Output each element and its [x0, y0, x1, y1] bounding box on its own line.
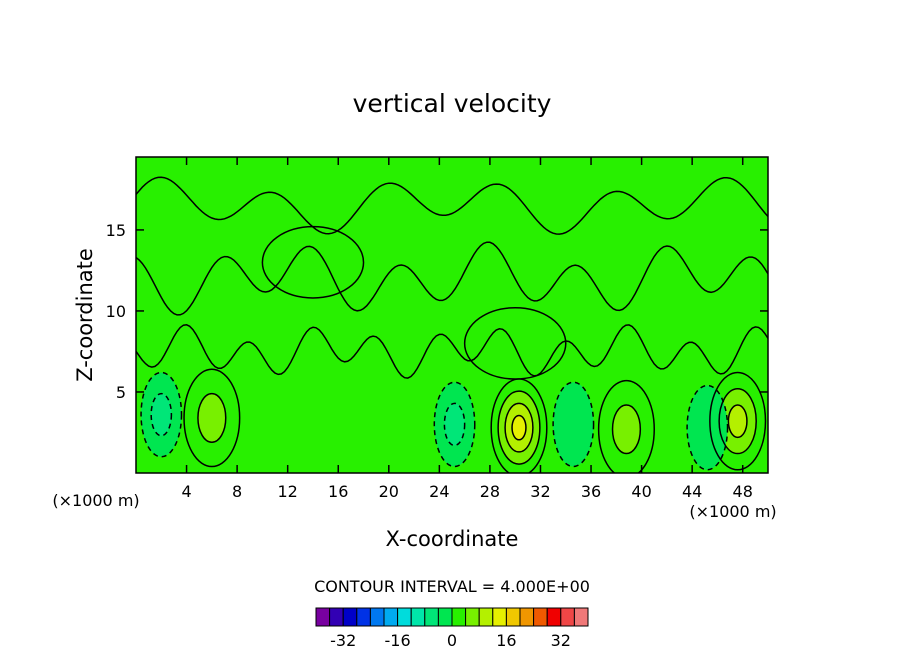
- colorbar-swatch-10: [451, 607, 467, 627]
- contour-line-4-2: [727, 404, 748, 439]
- contour-line-1-1: [197, 392, 227, 443]
- x-tick-label-8: 36: [581, 482, 601, 501]
- contour-fill-4-2: [728, 404, 747, 438]
- contour-zero-line-2: [136, 324, 768, 379]
- colorbar: [315, 607, 589, 627]
- contour-line-6-1: [443, 402, 466, 447]
- chart-title: vertical velocity: [353, 89, 552, 118]
- x-axis: 4 8 12 16 20 24 28 32 36 40 44 48: [181, 157, 753, 501]
- contour-line-6-0: [433, 381, 476, 468]
- y-axis: 5 10 15: [106, 221, 768, 402]
- plot-frame: [135, 156, 769, 474]
- x-tick-label-4: 20: [379, 482, 399, 501]
- contour-line-7-0: [552, 381, 595, 468]
- y-tick-label-1: 10: [106, 302, 126, 321]
- colorbar-tick-label-4: 32: [551, 631, 571, 650]
- colorbar-swatch-0: [315, 607, 331, 627]
- contour-fill-6-1: [444, 403, 465, 446]
- contour-line-2-2: [504, 402, 534, 453]
- colorbar-tick-label-0: -32: [330, 631, 356, 650]
- contour-fill-3-1: [612, 404, 641, 454]
- colorbar-swatch-18: [560, 607, 575, 627]
- x-tick-label-2: 12: [278, 482, 298, 501]
- contour-line-4-1: [718, 387, 757, 455]
- colorbar-swatch-14: [505, 607, 521, 627]
- x-tick-label-6: 28: [480, 482, 500, 501]
- contour-line-3-0: [597, 379, 655, 473]
- colorbar-swatch-4: [369, 607, 385, 627]
- contour-fill-9-0: [262, 226, 364, 298]
- contour-line-4-0: [709, 371, 767, 471]
- colorbar-swatch-17: [546, 607, 562, 627]
- colorbar-swatch-16: [533, 607, 548, 627]
- colorbar-swatch-1: [329, 607, 344, 627]
- colorbar-swatch-3: [356, 607, 371, 627]
- colorbar-swatch-19: [573, 607, 589, 627]
- x-tick-label-11: 48: [733, 482, 753, 501]
- y-unit-label-right: (×1000 m): [689, 502, 776, 521]
- x-tick-label-1: 8: [232, 482, 242, 501]
- x-tick-label-5: 24: [429, 482, 449, 501]
- contour-zero-line-0: [136, 176, 768, 235]
- contour-line-1-0: [183, 368, 241, 468]
- contour-line-3-1: [611, 404, 642, 455]
- colorbar-tick-label-1: -16: [385, 631, 411, 650]
- x-axis-label: X-coordinate: [386, 527, 519, 551]
- y-axis-label: Z-coordinate: [73, 248, 97, 382]
- x-tick-label-0: 4: [181, 482, 191, 501]
- x-tick-label-7: 32: [530, 482, 550, 501]
- y-tick-label-2: 15: [106, 221, 126, 240]
- colorbar-swatch-9: [437, 607, 453, 627]
- x-tick-label-9: 40: [631, 482, 651, 501]
- contour-line-8-0: [686, 384, 729, 471]
- y-tick-label-0: 5: [116, 383, 126, 402]
- colorbar-swatch-11: [465, 607, 480, 627]
- x-unit-label-left: (×1000 m): [52, 491, 139, 510]
- colorbar-swatch-12: [478, 607, 494, 627]
- colorbar-swatch-6: [397, 607, 412, 627]
- contour-line-5-0: [140, 371, 183, 458]
- colorbar-swatch-5: [383, 607, 399, 627]
- contour-fill-5-1: [151, 393, 172, 436]
- contour-line-2-3: [511, 414, 527, 441]
- contour-line-10-0: [463, 306, 567, 380]
- contour-zero-line-1: [136, 241, 768, 316]
- contour-fill-1-1: [197, 393, 226, 443]
- contour-fill-8-0: [687, 385, 728, 470]
- contour-fill-7-0: [553, 382, 594, 467]
- contour-fills: [136, 157, 768, 473]
- colorbar-tick-label-3: 16: [496, 631, 516, 650]
- colorbar-ticks: -32 -16 0 16 32: [330, 631, 571, 650]
- contour-fill-2-3: [512, 415, 526, 440]
- contour-interval-label: CONTOUR INTERVAL = 4.000E+00: [314, 577, 590, 596]
- colorbar-tick-label-2: 0: [447, 631, 457, 650]
- contour-line-2-1: [497, 390, 541, 465]
- colorbar-swatch-13: [492, 607, 507, 627]
- contour-fill-10-0: [464, 307, 566, 380]
- colorbar-swatch-7: [410, 607, 426, 627]
- contour-line-5-1: [150, 392, 173, 437]
- colorbar-swatch-15: [519, 607, 535, 627]
- contour-lines: [136, 176, 768, 473]
- x-tick-label-10: 44: [682, 482, 702, 501]
- colorbar-swatch-8: [424, 607, 439, 627]
- x-tick-label-3: 16: [328, 482, 348, 501]
- colorbar-swatch-2: [342, 607, 358, 627]
